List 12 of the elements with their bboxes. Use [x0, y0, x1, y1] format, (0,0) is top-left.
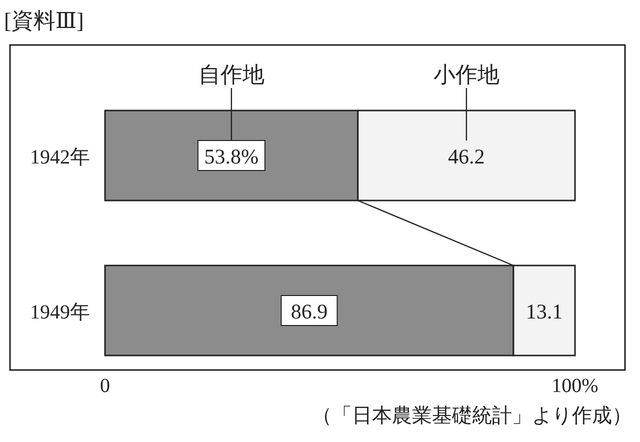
- x-tick-label: 0: [100, 375, 110, 397]
- data-label: 13.1: [526, 300, 563, 324]
- data-label: 53.8%: [204, 144, 259, 168]
- text: （「日本農業基礎統計」より作成）: [312, 405, 632, 427]
- data-label: 86.9: [290, 300, 328, 324]
- chart-title: [資料Ⅲ]: [4, 8, 84, 33]
- series-label: 自作地: [198, 62, 264, 87]
- series-label: 小作地: [433, 62, 500, 87]
- y-tick-label: 1949年: [30, 302, 90, 324]
- y-tick-label: 1942年: [30, 146, 90, 168]
- data-label: 46.2: [448, 144, 485, 168]
- x-tick-label: 100%: [552, 375, 598, 397]
